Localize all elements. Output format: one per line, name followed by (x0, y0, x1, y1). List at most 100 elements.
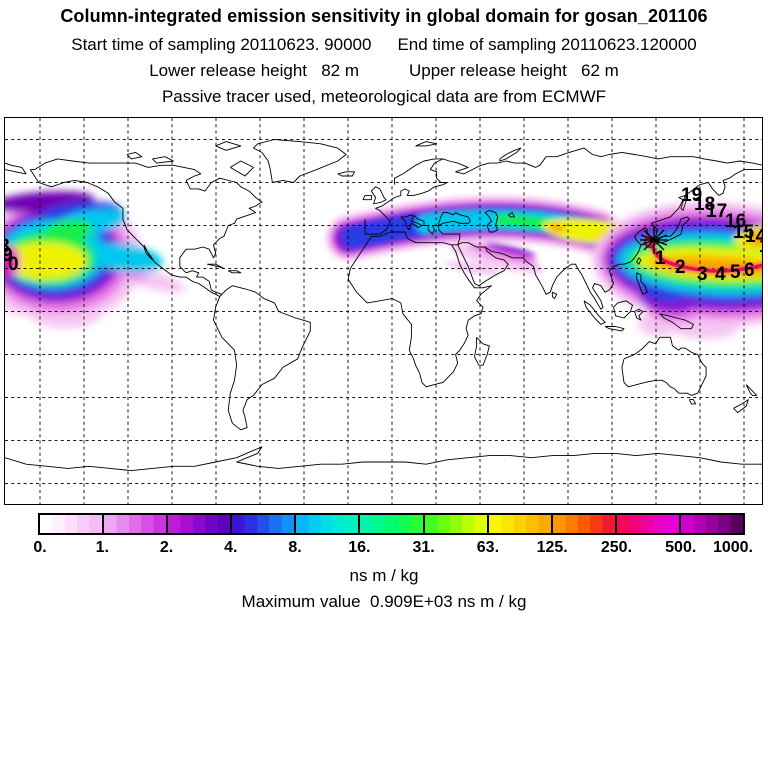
upper-release-text: Upper release height 62 m (409, 61, 619, 80)
coastline-path (152, 156, 174, 164)
colorbar (38, 513, 745, 535)
sampling-times-line: Start time of sampling 20110623. 90000 En… (0, 35, 768, 55)
trajectory-marker-5: 5 (730, 262, 741, 283)
coastline-path (499, 147, 522, 162)
coastline-path (413, 212, 471, 235)
coastline-path (621, 336, 707, 396)
trajectory-marker-4: 4 (715, 264, 726, 285)
coastline-path (636, 272, 648, 295)
colorbar-segment (102, 515, 167, 533)
coastline-path (636, 257, 642, 265)
start-time-text: Start time of sampling 20110623. 90000 (71, 35, 372, 54)
trajectory-marker-18: 18 (694, 194, 715, 215)
trajectory-marker-2: 2 (675, 257, 686, 278)
coastlines (5, 139, 762, 472)
coastline-path (400, 214, 423, 231)
trajectory-marker-17: 17 (706, 201, 727, 222)
colorbar-segment (614, 515, 679, 533)
trajectory-marker-1: 1 (655, 248, 666, 269)
trajectory-marker-0: 0 (8, 254, 19, 275)
trajectory-marker-15: 15 (733, 222, 755, 243)
colorbar-tick-label: 125. (536, 539, 568, 556)
trajectory-marker-19: 19 (681, 185, 702, 206)
coastline-path (5, 162, 27, 175)
colorbar-segment (486, 515, 551, 533)
lower-release-text: Lower release height 82 m (149, 61, 359, 80)
max-value-label: Maximum value 0.909E+03 ns m / kg (241, 592, 527, 611)
coastline-path (507, 212, 515, 218)
coastline-path (347, 225, 492, 388)
trajectory-marker-16: 16 (725, 211, 746, 232)
coastline-path (680, 194, 688, 211)
coastline-path (457, 242, 509, 287)
colorbar-tick-label: 250. (600, 539, 633, 556)
colorbar-segment (40, 515, 103, 533)
coastline-path (613, 300, 633, 319)
coastline-path (484, 169, 762, 310)
trajectory-marker-9: 9 (5, 245, 13, 266)
colorbar-units-label: ns m / kg (349, 566, 419, 585)
colorbar-tick-label: 8. (288, 539, 302, 556)
coastline-path (688, 399, 697, 405)
colorbar-tick-label: 1. (95, 539, 109, 556)
coastline-path (634, 308, 644, 321)
graticule-gridlines (5, 118, 762, 504)
coastline-path (5, 446, 762, 472)
colorbar-tick-label: 0. (33, 539, 47, 556)
coastline-path (29, 158, 263, 297)
colorbar-segment (166, 515, 231, 533)
tracer-info-line: Passive tracer used, meteorological data… (161, 87, 607, 106)
coastline-path (474, 336, 490, 366)
coastline-path (583, 300, 606, 325)
coastline-path (733, 399, 749, 414)
coastline-path (213, 285, 311, 431)
colorbar-tick-labels: 0. 1. 2. 4. 8. 16. 31. 63. 125. 250. 500. 1000. (33, 539, 753, 557)
eurasia-band-west (326, 195, 638, 275)
coastline-path (126, 151, 143, 160)
trajectory-marker-14: 14 (745, 226, 762, 247)
colorbar-segment (230, 515, 295, 533)
trajectory-marker-3: 3 (697, 264, 708, 285)
release-heights-line: Lower release height 82 m Upper release h… (0, 61, 768, 81)
colorbar-segment (422, 515, 487, 533)
coastline-path (551, 291, 558, 300)
pacific-plume (5, 191, 186, 328)
colorbar-segment (358, 515, 423, 533)
coastline-path (657, 216, 690, 244)
coastline-path (415, 141, 438, 147)
coastline-path (362, 194, 372, 201)
colorbar-tick-label: 16. (348, 539, 371, 556)
coastline-path (227, 270, 242, 274)
trajectory-start-loop (643, 235, 657, 249)
trajectory-marker-6: 6 (744, 260, 755, 281)
coastline-path (337, 171, 355, 177)
coastline-path (659, 313, 694, 330)
coastline-path (230, 160, 254, 177)
colorbar-tick-label: 2. (159, 539, 174, 556)
coastline-path (143, 244, 153, 261)
coastline-path (394, 158, 443, 185)
colorbar-tick-label: 4. (224, 539, 238, 556)
coastline-path (370, 186, 387, 205)
coastline-path (604, 326, 625, 332)
coastline-path (364, 147, 762, 235)
colorbar-tick-label: 1000. (712, 539, 754, 556)
colorbar-segment (678, 515, 744, 533)
coastline-path (745, 384, 758, 396)
colorbar-segment (550, 515, 615, 533)
colorbar-tick-label: 63. (476, 539, 500, 556)
coastline-path (484, 210, 499, 233)
page-title: Column-integrated emission sensitivity i… (60, 6, 708, 26)
coastline-path (207, 263, 225, 269)
coastline-path (253, 139, 347, 183)
trajectory-marker-13: 13 (759, 236, 762, 257)
colorbar-segment (294, 515, 359, 533)
release-site-asterisk-marker (640, 226, 668, 254)
colorbar-tick-label: 31. (412, 539, 435, 556)
trajectory-path (643, 235, 762, 275)
trajectory-marker-8: 8 (5, 236, 10, 257)
